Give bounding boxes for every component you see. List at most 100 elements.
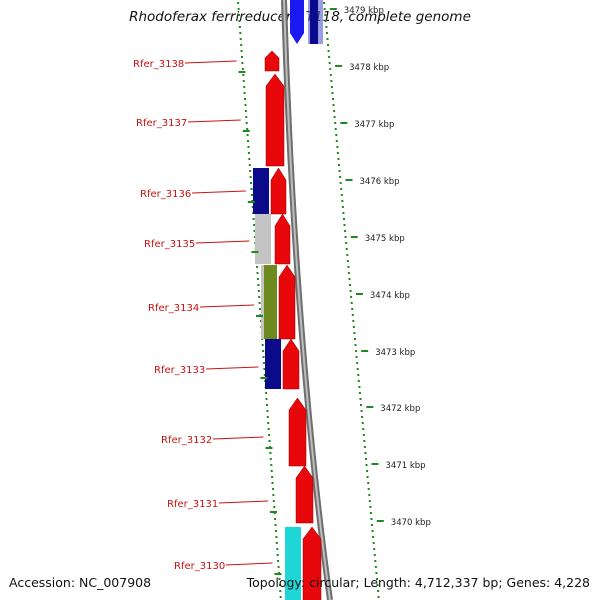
ruler-dot [345,242,348,244]
ruler-dot [268,440,271,442]
ruler-dot [354,344,357,346]
ruler-dot [238,14,240,16]
ruler-dot [341,206,344,208]
ruler-dot [365,464,368,466]
gene-arrows [253,0,323,600]
ruler-dot [242,74,245,76]
ruler-dot [240,44,243,46]
cog-block [310,0,318,44]
ruler-dot [360,410,363,412]
ruler-dot [326,38,329,40]
label-connector [184,60,237,64]
scale-ticks: 3479 kbp 3478 kbp 3477 kbp 3476 kbp 3475 kbp… [329,6,431,528]
gene-label: Rfer_3134 [148,303,199,314]
ruler-dot [328,62,331,64]
ruler-dot [256,266,259,268]
ruler-dot [279,596,282,598]
ruler-dot [376,578,378,580]
ruler-dot [266,404,268,406]
ruler-dot [374,566,377,568]
scale-tick [242,130,250,132]
ruler-dot [352,320,355,322]
ruler-dot [275,530,277,532]
scale-tick [335,65,343,67]
ruler-dot [372,536,375,538]
ruler-dot [363,440,366,442]
gene-label: Rfer_3138 [133,59,184,70]
gene-label: Rfer_3136 [140,189,191,200]
gene-arrow [274,213,291,265]
ruler-dot [368,494,371,496]
ruler-dot [253,224,256,226]
gene-arrow [264,50,280,72]
ruler-dot [350,296,353,298]
scale-label: 3479 kbp [344,6,384,16]
scale-tick [256,315,263,317]
ruler-dot [343,224,346,226]
ruler-dot [374,560,377,562]
ruler-dot [270,470,273,472]
ruler-dot [345,248,348,250]
ruler-dot [333,110,336,112]
ruler-dot [354,338,356,340]
ruler-dot [325,26,328,28]
ruler-dot [244,110,247,112]
ruler-dot [347,266,350,268]
ruler-dot [266,416,269,418]
cog-block [264,265,277,339]
ruler-dot [250,188,253,190]
gene-label: Rfer_3131 [167,499,218,510]
ruler-dot [375,572,378,574]
cog-block [255,214,271,264]
accession-text: Accession: NC_007908 [9,575,152,590]
ruler-dot [352,326,355,328]
ruler-dot [349,284,351,286]
ruler-dot [363,446,366,448]
ruler-dot [344,230,347,232]
ruler-dot [268,434,271,436]
ruler-dot [241,62,244,64]
ruler-dot [273,506,276,508]
genome-backbone [281,0,333,600]
ruler-dot [323,8,326,10]
cog-block [253,168,269,214]
ruler-dot [256,278,259,280]
ruler-dot [346,260,349,262]
ruler-dot [245,116,248,118]
gene-label: Rfer_3130 [174,561,225,572]
ruler-dot [279,590,282,592]
scale-label: 3473 kbp [375,348,415,358]
ruler-dot [366,476,369,478]
ruler-dot [362,434,365,436]
ruler-dot [257,284,260,286]
ruler-dot [259,308,262,310]
scale-label: 3470 kbp [391,518,431,528]
ruler-dot [249,170,252,172]
scale-tick [366,406,374,408]
ruler-dot [367,482,370,484]
ruler-dot [276,554,279,556]
scale-tick [371,463,379,465]
ruler-dot [277,560,280,562]
ruler-dot [246,134,249,136]
ruler-dot [274,524,277,526]
label-connector [205,366,259,370]
ruler-dot [247,140,249,142]
scale-tick [376,520,384,522]
ruler-dot [242,80,245,82]
ruler-dot [259,320,262,322]
ruler-dot [276,548,279,550]
ruler-dot [262,350,265,352]
ruler-dot [243,92,246,94]
scale-label: 3475 kbp [365,234,405,244]
ruler-dot [364,452,367,454]
label-connector [225,562,273,566]
label-connector [195,240,250,244]
ruler-dot [240,50,243,52]
ruler-dot [358,392,361,394]
ruler-dot [339,176,342,178]
ruler-dot [258,296,261,298]
ruler-dot [238,20,241,22]
